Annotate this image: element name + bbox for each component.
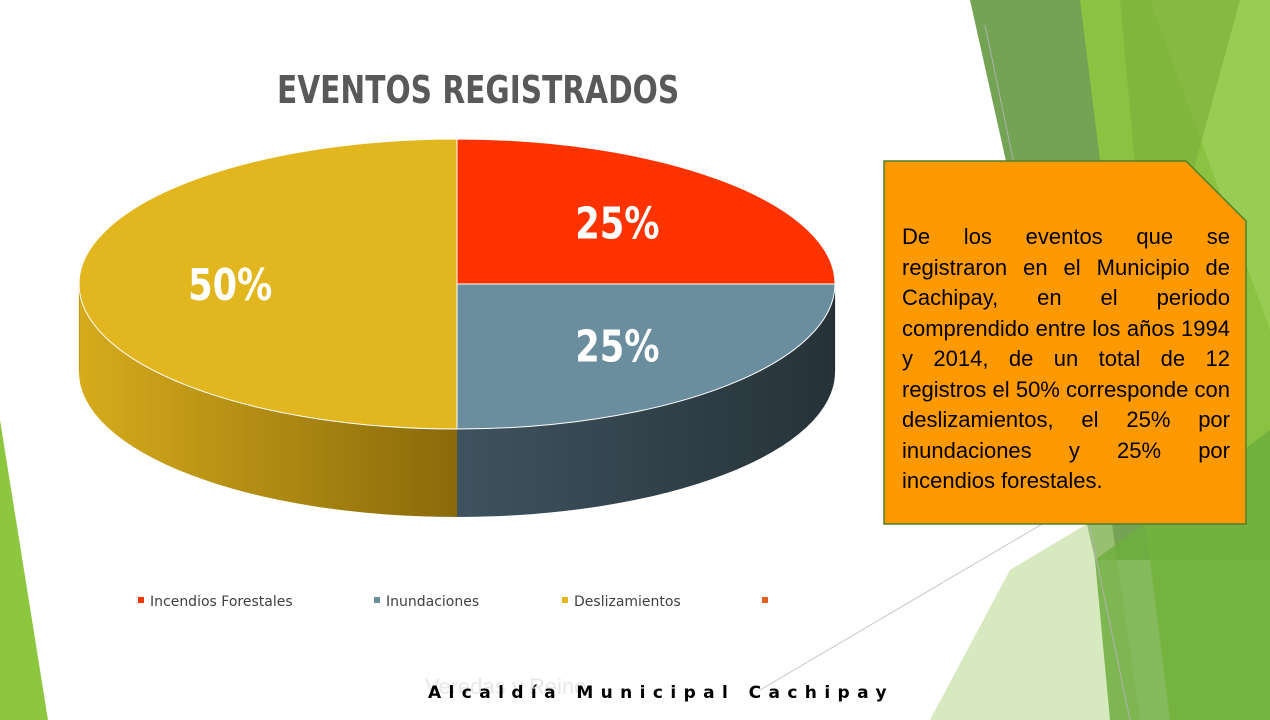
- ghost-text: Veredas y Reino: [425, 674, 587, 699]
- data-label-incendios-forestales: 25%: [575, 199, 659, 250]
- legend-swatch-incendios: [138, 597, 144, 603]
- legend-label-inundaciones: Inundaciones: [386, 594, 480, 610]
- deco-shape-pale-green: [930, 510, 1140, 720]
- note-callout: De los eventos que se registraron en el …: [883, 160, 1247, 525]
- legend-item-deslizamientos: Deslizamientos: [562, 594, 681, 610]
- data-label-inundaciones: 25%: [575, 322, 659, 373]
- note-shape: [883, 160, 1247, 525]
- footer-text: Alcaldía Municipal Cachipay: [428, 683, 894, 703]
- pie-slice-incendios-forestales: [456, 138, 836, 285]
- pie-slice-inundaciones: [456, 283, 836, 430]
- chart-legend: Incendios Forestales Inundaciones Desliz…: [0, 594, 1270, 614]
- chart-title: EVENTOS REGISTRADOS: [277, 68, 680, 112]
- legend-label-incendios: Incendios Forestales: [150, 594, 293, 610]
- pie-data-labels: 25% 25% 50%: [188, 199, 659, 373]
- legend-swatch-deslizamientos: [562, 597, 568, 603]
- legend-swatch-empty: [762, 597, 768, 603]
- pie-side-inundaciones: [457, 284, 835, 517]
- legend-item-empty: [762, 594, 774, 610]
- pie-sides: [78, 284, 836, 517]
- pie-slice-deslizamientos: [78, 138, 458, 430]
- note-text: De los eventos que se registraron en el …: [902, 224, 1230, 493]
- legend-item-incendios: Incendios Forestales: [138, 594, 293, 610]
- legend-swatch-inundaciones: [374, 597, 380, 603]
- deco-shape-left-strip: [0, 420, 48, 720]
- pie-side-deslizamientos: [79, 284, 457, 517]
- data-label-deslizamientos: 50%: [188, 260, 272, 311]
- legend-item-inundaciones: Inundaciones: [374, 594, 479, 610]
- legend-label-deslizamientos: Deslizamientos: [574, 594, 681, 610]
- pie-tops: [78, 138, 836, 430]
